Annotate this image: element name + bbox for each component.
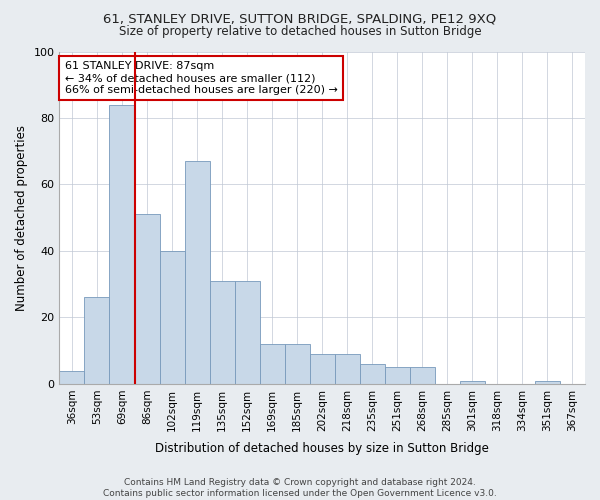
Bar (335, 354, 360, 384)
Bar (284, 344, 310, 384)
Bar (535, 380, 560, 384)
Y-axis label: Number of detached properties: Number of detached properties (15, 124, 28, 310)
Text: Size of property relative to detached houses in Sutton Bridge: Size of property relative to detached ho… (119, 25, 481, 38)
Bar (134, 214, 160, 384)
Bar (160, 251, 185, 384)
Text: 61 STANLEY DRIVE: 87sqm
← 34% of detached houses are smaller (112)
66% of semi-d: 61 STANLEY DRIVE: 87sqm ← 34% of detache… (65, 62, 338, 94)
Bar (209, 281, 235, 384)
Bar (260, 344, 284, 384)
Text: 61, STANLEY DRIVE, SUTTON BRIDGE, SPALDING, PE12 9XQ: 61, STANLEY DRIVE, SUTTON BRIDGE, SPALDI… (103, 12, 497, 26)
Bar (185, 161, 209, 384)
Bar (235, 281, 260, 384)
Bar (410, 368, 435, 384)
X-axis label: Distribution of detached houses by size in Sutton Bridge: Distribution of detached houses by size … (155, 442, 489, 455)
Bar (310, 354, 335, 384)
Text: Contains HM Land Registry data © Crown copyright and database right 2024.
Contai: Contains HM Land Registry data © Crown c… (103, 478, 497, 498)
Bar (59, 370, 85, 384)
Bar (385, 368, 410, 384)
Bar (85, 298, 109, 384)
Bar (109, 104, 134, 384)
Bar (460, 380, 485, 384)
Bar (360, 364, 385, 384)
